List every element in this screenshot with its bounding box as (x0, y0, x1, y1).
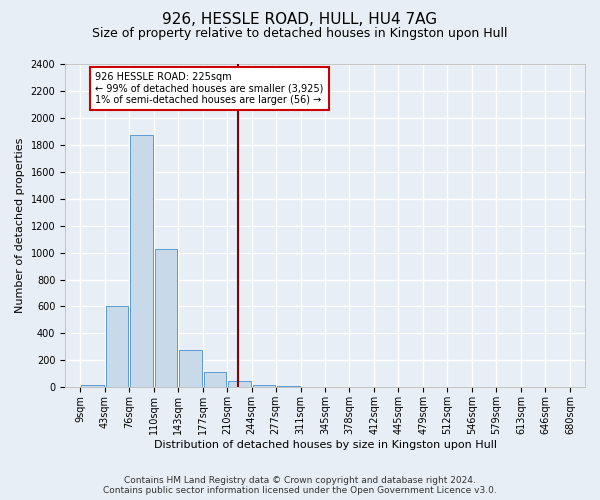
Bar (155, 248, 177, 388)
Text: Contains HM Land Registry data © Crown copyright and database right 2024.
Contai: Contains HM Land Registry data © Crown c… (103, 476, 497, 495)
Text: 926, HESSLE ROAD, HULL, HU4 7AG: 926, HESSLE ROAD, HULL, HU4 7AG (163, 12, 437, 28)
Bar (130, 134, 153, 388)
Text: 926 HESSLE ROAD: 225sqm
← 99% of detached houses are smaller (3,925)
1% of semi-: 926 HESSLE ROAD: 225sqm ← 99% of detache… (95, 72, 323, 106)
Bar (253, 384, 275, 388)
Bar (277, 386, 299, 388)
Bar (228, 381, 251, 388)
X-axis label: Distribution of detached houses by size in Kingston upon Hull: Distribution of detached houses by size … (154, 440, 497, 450)
Bar (81, 384, 104, 388)
Y-axis label: Number of detached properties: Number of detached properties (15, 138, 25, 314)
Bar (106, 306, 128, 388)
Bar (203, 372, 226, 388)
Text: Size of property relative to detached houses in Kingston upon Hull: Size of property relative to detached ho… (92, 28, 508, 40)
Bar (179, 350, 202, 388)
Bar (302, 386, 325, 388)
